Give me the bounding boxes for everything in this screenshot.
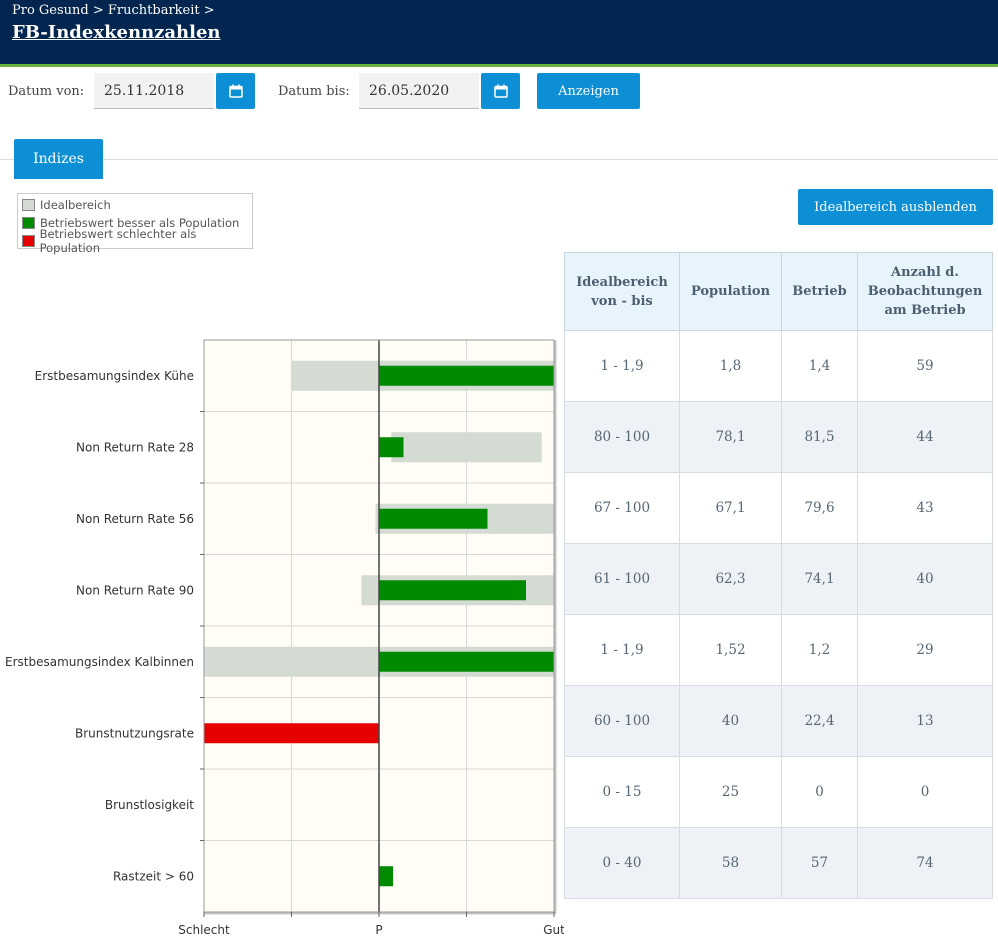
table-cell: 80 - 100 xyxy=(564,401,680,473)
date-to-label: Datum bis: xyxy=(278,84,350,99)
table-row: 80 - 100 78,1 81,5 44 xyxy=(564,401,993,473)
col-header-ideal-range[interactable]: Idealbereich von - bis xyxy=(564,252,680,331)
table-cell: 40 xyxy=(857,543,993,615)
legend-label-ideal: Idealbereich xyxy=(40,198,111,212)
table-cell: 57 xyxy=(781,827,858,899)
legend-item-worse[interactable]: Betriebswert schlechter als Population xyxy=(22,227,252,255)
show-button[interactable]: Anzeigen xyxy=(537,73,640,109)
table-cell: 1,2 xyxy=(781,614,858,686)
date-from-calendar-button[interactable] xyxy=(216,73,255,109)
category-label: Brunstlosigkeit xyxy=(105,798,194,812)
col-header-observations[interactable]: Anzahl d. Beobachtungen am Betrieb xyxy=(857,252,993,331)
ideal-range-bar xyxy=(391,432,542,463)
table-cell: 1 - 1,9 xyxy=(564,614,680,686)
chart-legend: Idealbereich Betriebswert besser als Pop… xyxy=(17,193,253,255)
table-cell: 40 xyxy=(679,685,782,757)
category-label: Non Return Rate 56 xyxy=(76,512,194,526)
table-cell: 81,5 xyxy=(781,401,858,473)
table-cell: 79,6 xyxy=(781,472,858,544)
fertility-index-chart: Erstbesamungsindex Kühe Non Return Rate 2… xyxy=(5,339,564,937)
legend-label-worse: Betriebswert schlechter als Population xyxy=(39,227,197,255)
legend-label-better: Betriebswert besser als Population xyxy=(40,216,240,230)
date-from-label: Datum von: xyxy=(8,84,85,99)
table-row: 61 - 100 62,3 74,1 40 xyxy=(564,543,993,615)
legend-item-ideal[interactable]: Idealbereich xyxy=(22,196,252,214)
category-label: Erstbesamungsindex Kalbinnen xyxy=(5,655,194,669)
table-row: 0 - 15 25 0 0 xyxy=(564,756,993,828)
category-label: Non Return Rate 28 xyxy=(76,440,194,454)
legend-swatch-ideal xyxy=(22,199,35,211)
legend-swatch-better xyxy=(22,217,35,229)
table-cell: 61 - 100 xyxy=(564,543,680,615)
table-cell: 0 - 40 xyxy=(564,827,680,899)
value-bar xyxy=(379,866,393,887)
table-cell: 0 - 15 xyxy=(564,756,680,828)
value-bar xyxy=(379,437,404,458)
legend-swatch-worse xyxy=(22,235,35,247)
category-label: Rastzeit > 60 xyxy=(113,869,194,883)
table-cell: 1,4 xyxy=(781,330,858,402)
value-bar xyxy=(379,365,554,386)
table-cell: 25 xyxy=(679,756,782,828)
table-cell: 60 - 100 xyxy=(564,685,680,757)
table-cell: 74 xyxy=(857,827,993,899)
calendar-icon xyxy=(493,84,508,98)
x-tick-label: P xyxy=(375,923,382,937)
table-row: 1 - 1,9 1,8 1,4 59 xyxy=(564,330,993,402)
value-bar xyxy=(204,723,379,744)
table-cell: 1 - 1,9 xyxy=(564,330,680,402)
col-header-population[interactable]: Population xyxy=(679,252,782,331)
index-table: Idealbereich von - bis Population Betrie… xyxy=(564,252,993,899)
table-cell: 13 xyxy=(857,685,993,757)
table-cell: 0 xyxy=(857,756,993,828)
table-row: 0 - 40 58 57 74 xyxy=(564,827,993,899)
value-bar xyxy=(379,580,526,601)
tab-divider xyxy=(0,159,998,160)
table-cell: 78,1 xyxy=(679,401,782,473)
tab-indizes[interactable]: Indizes xyxy=(14,139,103,179)
category-label: Brunstnutzungsrate xyxy=(75,726,194,740)
table-cell: 0 xyxy=(781,756,858,828)
table-cell: 62,3 xyxy=(679,543,782,615)
table-cell: 22,4 xyxy=(781,685,858,757)
table-cell: 67 - 100 xyxy=(564,472,680,544)
toggle-ideal-range-button[interactable]: Idealbereich ausblenden xyxy=(798,189,993,225)
table-row: 67 - 100 67,1 79,6 43 xyxy=(564,472,993,544)
page-title[interactable]: FB-Indexkennzahlen xyxy=(12,22,221,43)
legend-item-better[interactable]: Betriebswert besser als Population xyxy=(22,214,252,232)
table-cell: 44 xyxy=(857,401,993,473)
calendar-icon xyxy=(228,84,243,98)
table-cell: 1,8 xyxy=(679,330,782,402)
x-tick-label: Schlecht xyxy=(178,923,230,937)
category-label: Erstbesamungsindex Kühe xyxy=(35,369,194,383)
date-to-input[interactable] xyxy=(359,73,479,109)
table-cell: 67,1 xyxy=(679,472,782,544)
table-row: 60 - 100 40 22,4 13 xyxy=(564,685,993,757)
table-cell: 1,52 xyxy=(679,614,782,686)
table-cell: 43 xyxy=(857,472,993,544)
table-cell: 29 xyxy=(857,614,993,686)
breadcrumb[interactable]: Pro Gesund > Fruchtbarkeit > xyxy=(12,3,215,18)
header-accent-line xyxy=(0,64,998,67)
category-label: Non Return Rate 90 xyxy=(76,583,194,597)
date-to-calendar-button[interactable] xyxy=(481,73,520,109)
value-bar xyxy=(379,508,488,529)
top-header-bar xyxy=(0,0,998,64)
table-row: 1 - 1,9 1,52 1,2 29 xyxy=(564,614,993,686)
table-cell: 58 xyxy=(679,827,782,899)
x-tick-label: Gut xyxy=(543,923,564,937)
table-cell: 74,1 xyxy=(781,543,858,615)
col-header-betrieb[interactable]: Betrieb xyxy=(781,252,858,331)
table-cell: 59 xyxy=(857,330,993,402)
value-bar xyxy=(379,651,554,672)
date-from-input[interactable] xyxy=(94,73,214,109)
